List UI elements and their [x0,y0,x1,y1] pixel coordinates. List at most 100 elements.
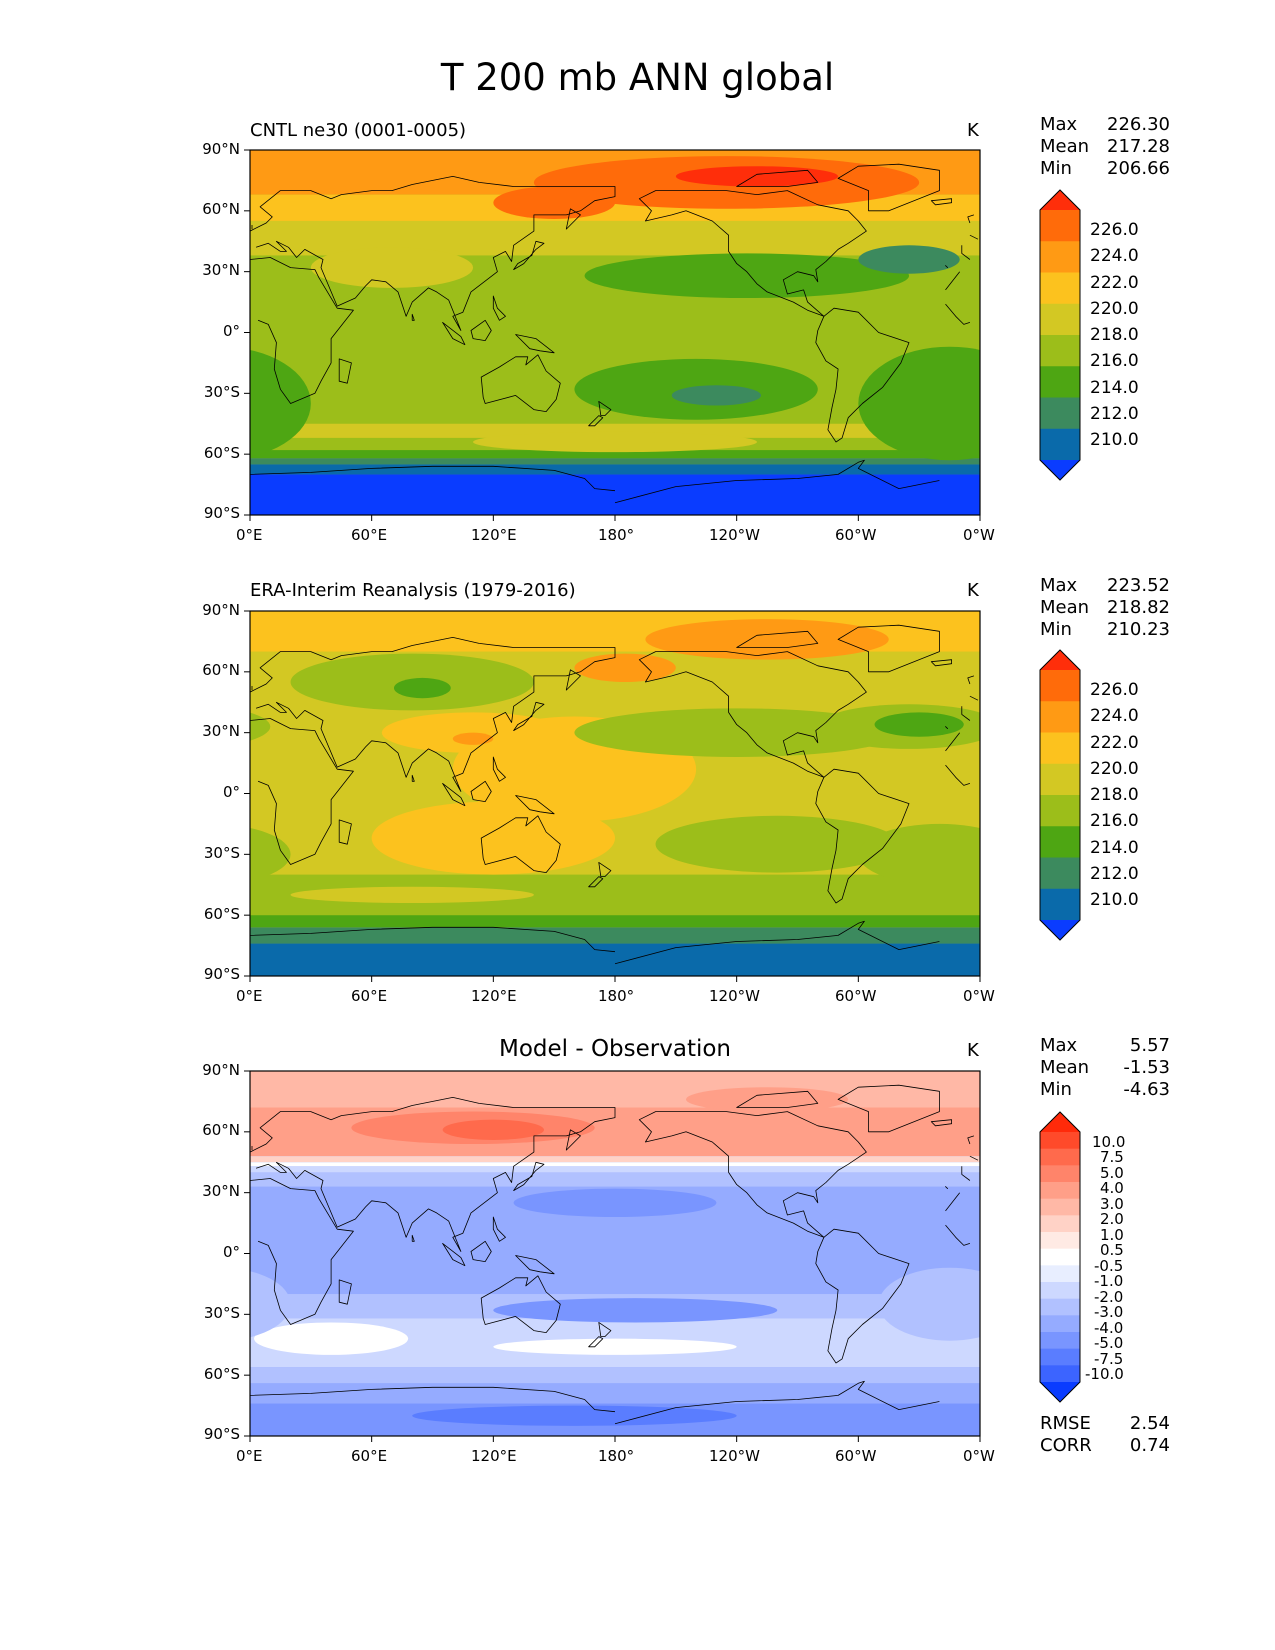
stat-max-label: Max [1040,575,1078,596]
colorbar-segment [1040,1315,1080,1333]
coastline-madeira [945,265,948,268]
colorbar-segment [1040,428,1080,461]
coastline-newguinea [515,334,555,354]
field-anomaly [493,1298,778,1323]
lat-tick: 90°N [202,1061,240,1079]
coastline-philippines [492,756,506,782]
axis-ticks [244,1070,981,1442]
lon-tick: 0°E [236,526,263,544]
field-anomaly [685,1087,849,1112]
lon-tick: 0°E [236,1447,263,1465]
colorbar-label: 226.0 [1090,680,1139,700]
lon-tick: 0°W [963,526,995,544]
panel-model-title: CNTL ne30 (0001-0005) [250,120,467,141]
coastline-newzealand [598,861,612,878]
colorbar-outline [1039,649,1081,941]
field-band [250,943,980,976]
axis-ticks [244,149,981,521]
field-anomaly [645,619,889,660]
coastline-africa [945,732,961,752]
colorbar-extend-min [1040,460,1080,480]
coastline-kamchatka [565,1129,581,1151]
lon-tick: 60°W [835,987,877,1005]
coastline-arctic_is [736,1090,819,1108]
coastlines [250,163,979,504]
coastline-philippines [492,295,506,321]
field-band [250,1367,980,1384]
lon-tick: 120°E [471,987,517,1005]
stat-mean-value: 218.82 [1107,597,1170,618]
coastline-madeira [945,1186,948,1189]
colorbar-segment [1040,1348,1080,1366]
lat-tick: 0° [222,1243,240,1261]
colorbar-label: 1.0 [1100,1226,1124,1244]
stat-min-label: Min [1040,1079,1072,1100]
lon-tick: 60°E [351,526,388,544]
metric-corr-label: CORR [1040,1435,1092,1456]
lon-tick: 60°W [835,526,877,544]
panel-diff-title: Model - Observation [498,1036,732,1062]
stat-min-label: Min [1040,158,1072,179]
colorbar-label: 212.0 [1090,864,1139,884]
coastline-eurasia [961,245,971,260]
field-band [250,1172,980,1187]
coastline-africa [945,764,971,786]
colorbar-extend-min [1040,1382,1080,1402]
colorbar-label: 2.0 [1100,1210,1124,1228]
lat-tick: 60°S [203,1365,240,1383]
field-layer [250,611,980,976]
coastline-eurasia [250,1096,616,1252]
axis-ticks [244,610,981,982]
lat-tick: 60°S [203,444,240,462]
lon-tick: 0°W [963,1447,995,1465]
panel-diff-metrics: RMSE 2.54 CORR 0.74 [1040,1413,1170,1457]
coastline-madagascar [338,1279,352,1305]
coastline-kamchatka [565,208,581,230]
field-anomaly [290,886,534,903]
colorbar-extend-max [1040,650,1080,670]
panel-obs-title: ERA-Interim Reanalysis (1979-2016) [250,580,576,601]
colorbar-label: 224.0 [1090,246,1139,266]
coastline-samerica [815,1228,910,1364]
lon-tick: 60°W [835,1447,877,1465]
map-model [244,149,981,521]
coastline-sumatra [442,321,466,346]
colorbar-label: -7.5 [1094,1350,1124,1368]
colorbar-label: 210.0 [1090,430,1139,450]
coastline-eurasia [961,1166,971,1181]
panel-obs-units: K [967,580,979,601]
colorbar-label: 216.0 [1090,811,1139,831]
metric-corr-value: 0.74 [1129,1435,1170,1456]
colorbar-label: 10.0 [1092,1133,1126,1151]
colorbar-label: 220.0 [1090,759,1139,779]
colorbar-segment [1040,888,1080,921]
field-band [250,474,980,515]
colorbar-extend-max [1040,1112,1080,1132]
field-anomaly [858,245,960,274]
coastline-newzealand2 [588,415,604,427]
colorbar-segment [1040,701,1080,733]
coastline-madeira [945,726,948,729]
coastline-japan [513,701,545,731]
map-obs [244,610,981,982]
lat-tick: 90°N [202,601,240,619]
coastline-srilanka [411,774,415,782]
colorbar-segment [1040,1365,1080,1383]
coastlines [250,624,979,965]
lon-tick: 120°E [471,526,517,544]
field-anomaly [250,349,311,457]
colorbar-segment [1040,670,1080,702]
panel-diff-units: K [967,1040,979,1061]
coastline-arctic_is [736,169,819,187]
lon-tick: 60°E [351,1447,388,1465]
colorbar-label: -5.0 [1094,1334,1124,1352]
coastline-greenland [837,1084,940,1133]
colorbar-segment [1040,335,1080,367]
field-anomaly [442,1119,545,1140]
colorbar-segment [1040,303,1080,336]
coastline-australia [480,354,561,413]
colorbar-label: -10.0 [1085,1365,1124,1383]
lat-tick: 30°S [203,383,240,401]
colorbar-segment [1040,241,1080,273]
field-band [250,1383,980,1404]
